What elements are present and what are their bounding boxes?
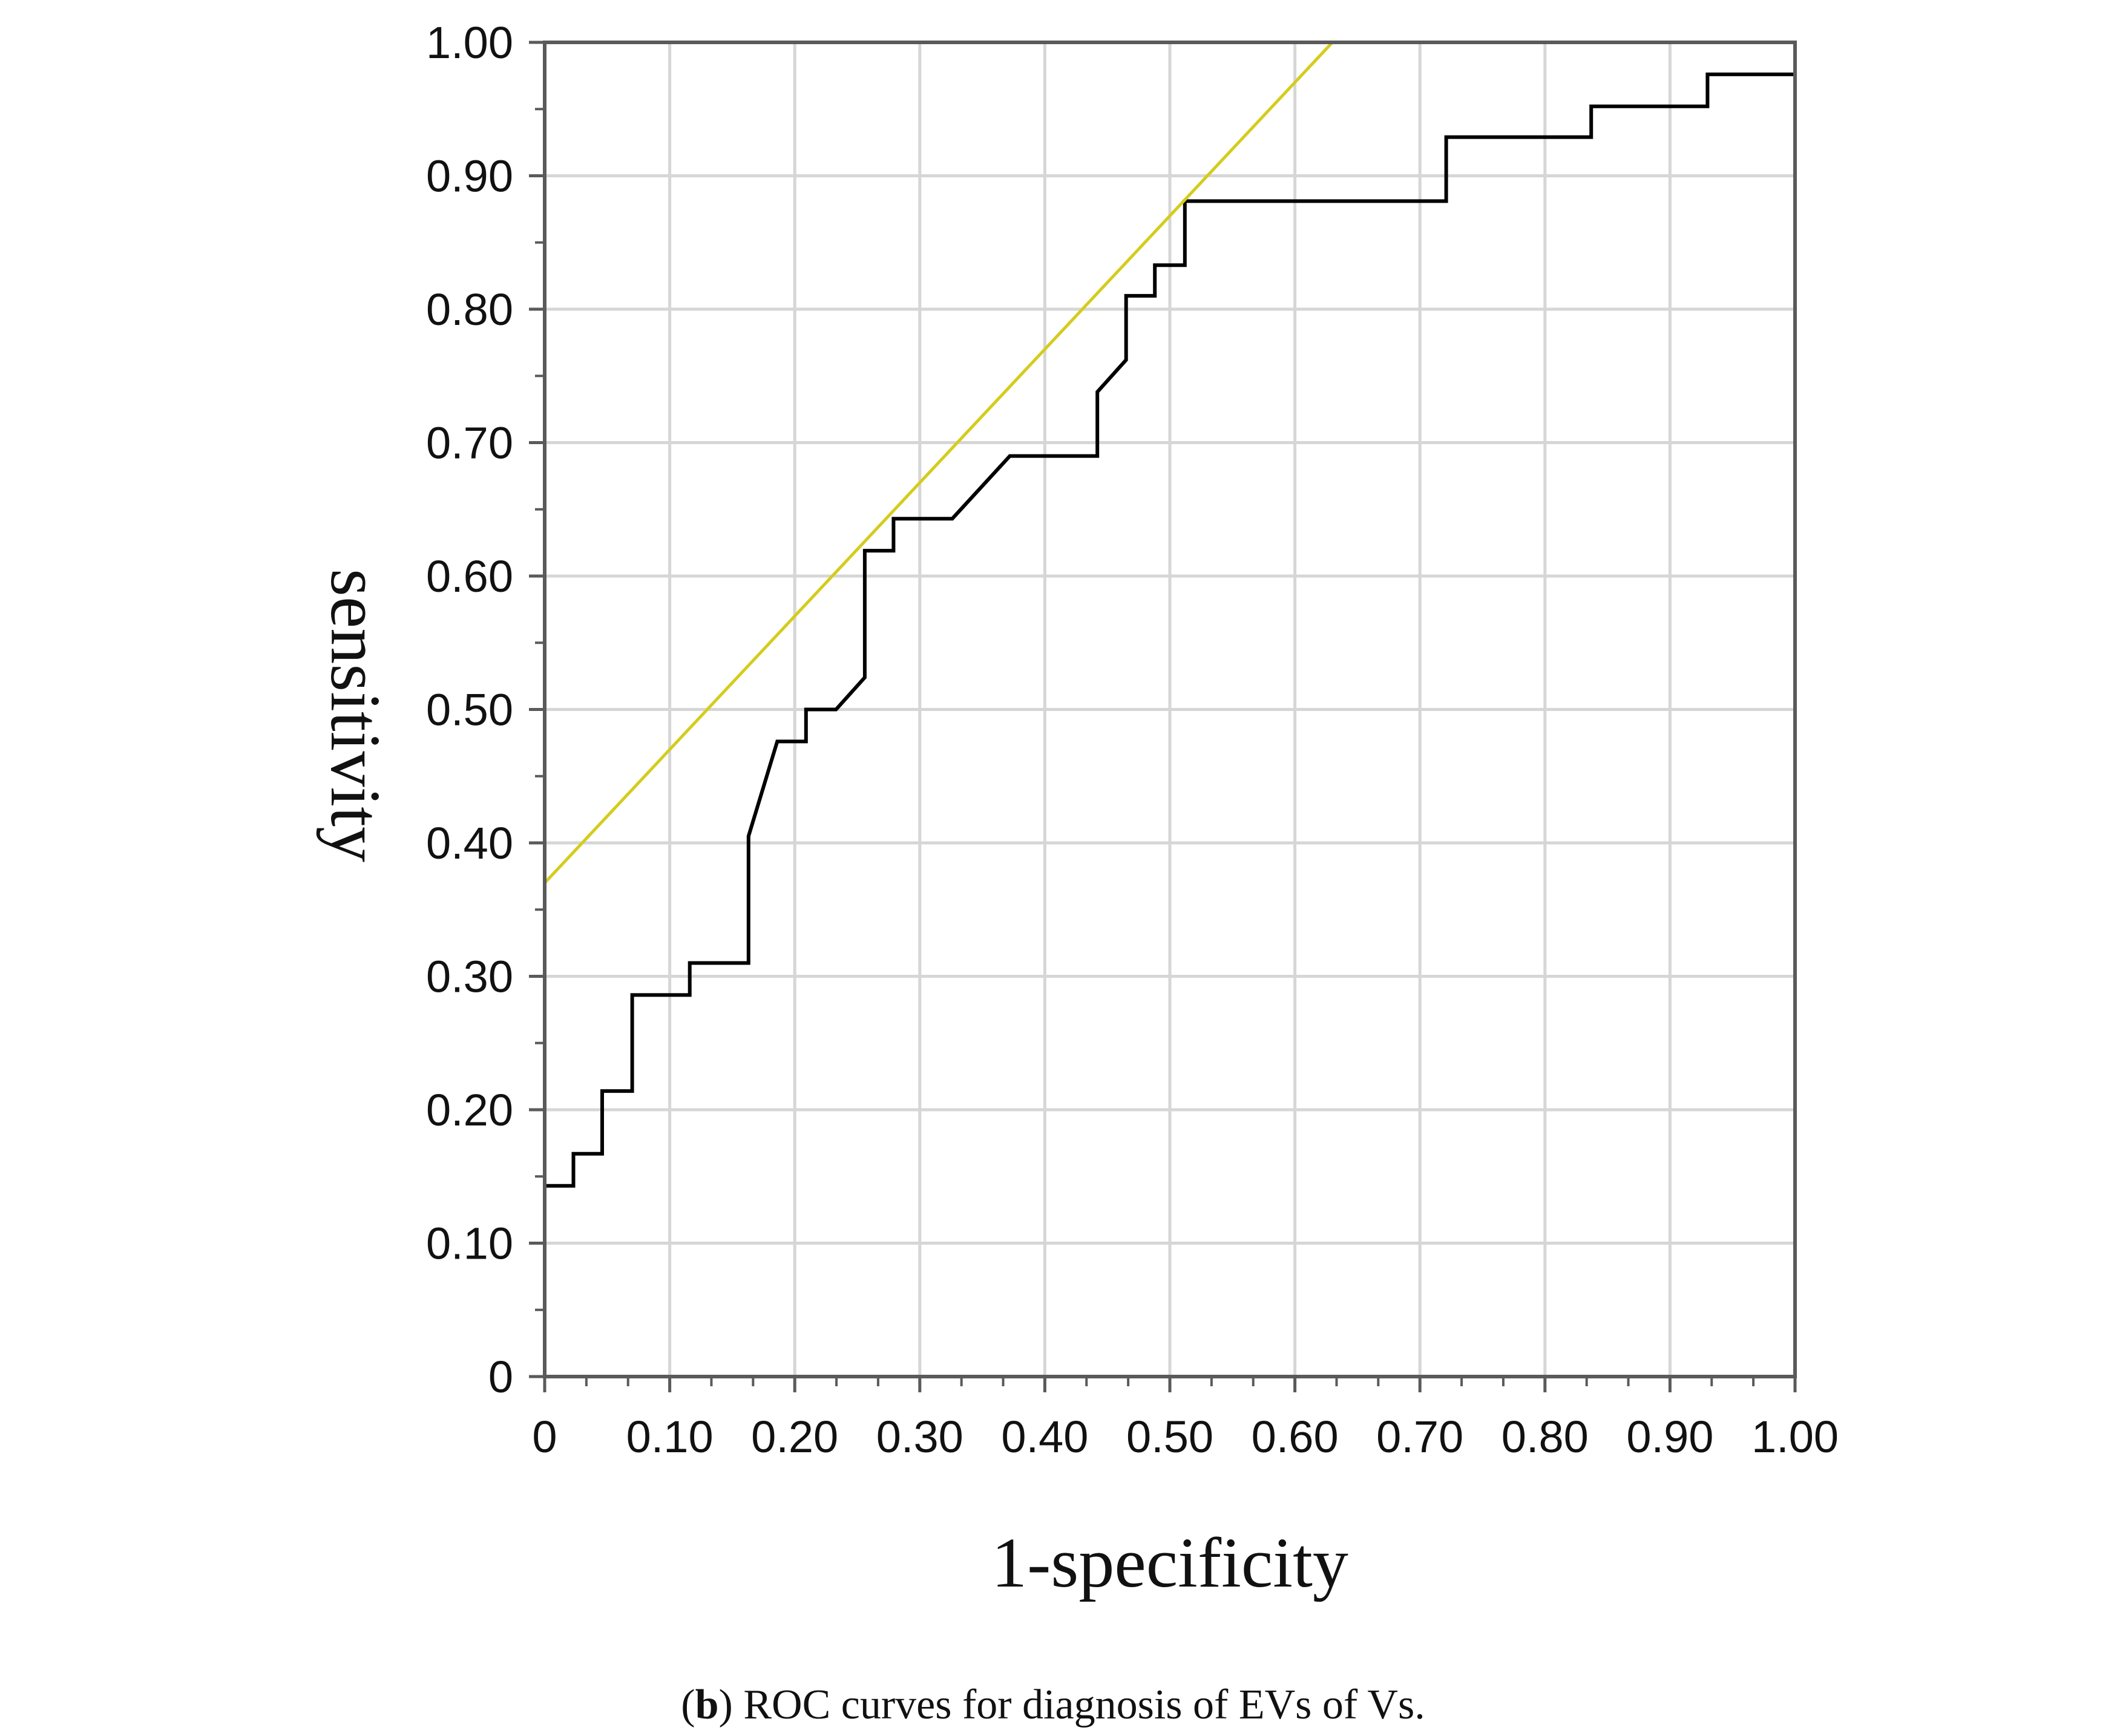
x-tick-label: 1.00 [1751, 1412, 1839, 1462]
caption-text: ) ROC curves for diagnosis of EVs of Vs. [719, 1682, 1425, 1728]
y-tick-label: 0.70 [426, 418, 513, 468]
caption-prefix: ( [681, 1682, 695, 1728]
x-tick-labels: 0 0.10 0.20 0.30 0.40 0.50 0.60 0.70 0.80 0.90 1.0… [532, 1412, 1839, 1462]
x-tick-label: 0.60 [1252, 1412, 1339, 1462]
roc-curve-line [545, 72, 1795, 1188]
grid-lines [545, 42, 1795, 1377]
x-tick-label: 0 [532, 1412, 557, 1462]
caption-letter: b [695, 1682, 719, 1728]
x-tick-label: 0.10 [626, 1412, 714, 1462]
y-tick-label: 0.40 [426, 818, 513, 868]
x-tick-label: 0.50 [1126, 1412, 1213, 1462]
x-tick-label: 0.90 [1626, 1412, 1713, 1462]
x-tick-label: 0.30 [876, 1412, 963, 1462]
y-axis-title: sensitivity [316, 569, 395, 862]
x-tick-label: 0.20 [751, 1412, 838, 1462]
y-tick-label: 0.80 [426, 284, 513, 335]
plot-frame [543, 41, 1797, 1378]
y-tick-label: 0.10 [426, 1219, 513, 1269]
y-tick-labels: 0 0.10 0.20 0.30 0.40 0.50 0.60 0.70 0.80 0.90 1.0… [426, 18, 513, 1402]
x-tick-label: 0.40 [1001, 1412, 1088, 1462]
y-tick-label: 1.00 [426, 18, 513, 68]
x-tick-label: 0.80 [1502, 1412, 1589, 1462]
reference-line [543, 41, 1334, 884]
y-tick-label: 0.30 [426, 952, 513, 1002]
minor-ticks [529, 41, 1797, 1392]
y-tick-label: 0.50 [426, 685, 513, 735]
y-tick-label: 0.90 [426, 151, 513, 201]
x-axis-title: 1-specificity [991, 1523, 1348, 1602]
x-tick-label: 0.70 [1376, 1412, 1463, 1462]
y-tick-label: 0.60 [426, 551, 513, 601]
figure-caption: (b) ROC curves for diagnosis of EVs of V… [681, 1682, 1425, 1728]
y-tick-label: 0.20 [426, 1085, 513, 1135]
series-layer [543, 41, 1795, 1188]
y-tick-label: 0 [488, 1352, 513, 1402]
